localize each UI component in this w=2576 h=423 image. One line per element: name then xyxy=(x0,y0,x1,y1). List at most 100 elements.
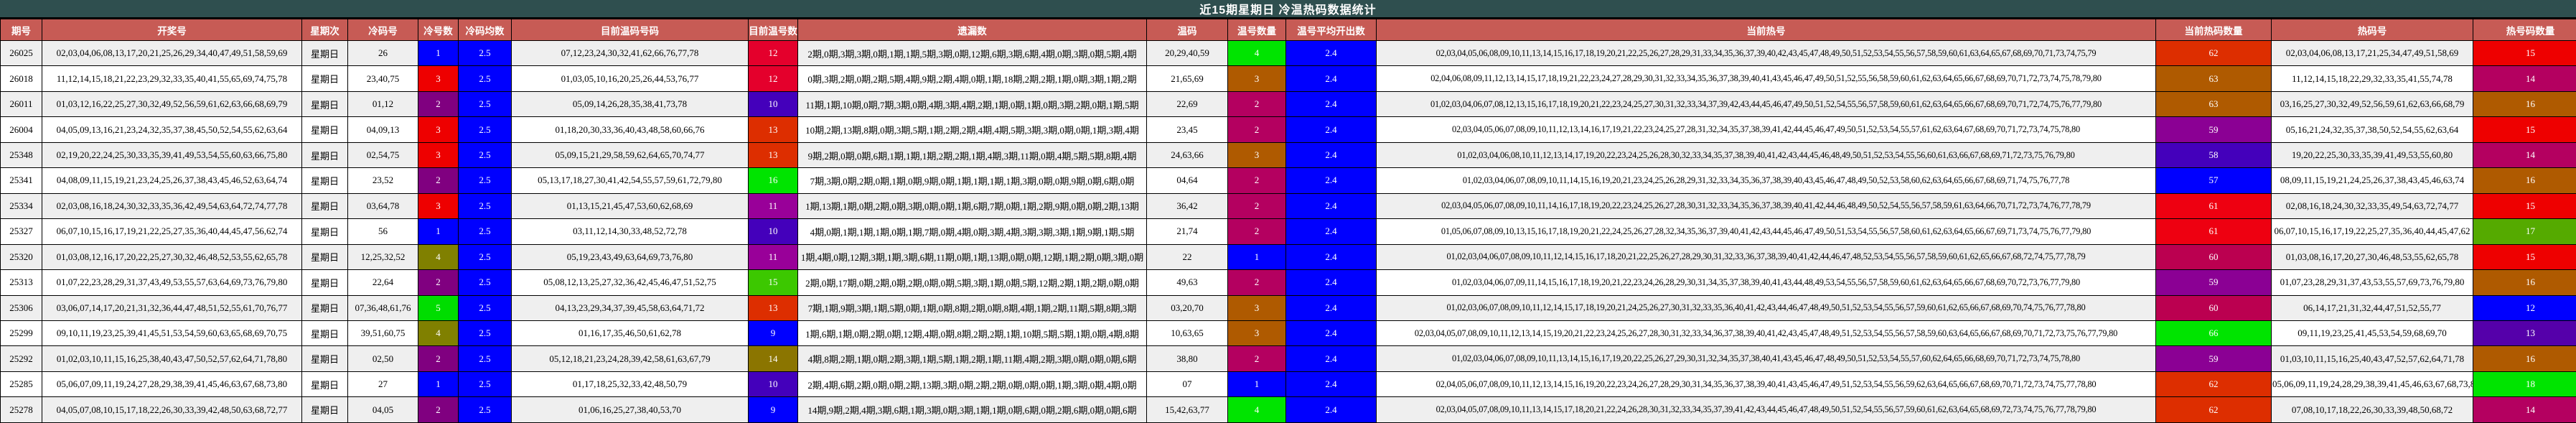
cell-warm_count: 2 xyxy=(1227,345,1286,372)
cell-hot_sel: 19,20,22,25,30,33,35,39,41,49,53,55,60,8… xyxy=(2271,141,2473,169)
cell-cold_count: 3 xyxy=(418,65,459,92)
cell-warm_avg: 2.4 xyxy=(1285,243,1377,271)
cell-weekday: 星期日 xyxy=(301,90,348,118)
cell-weekday: 星期日 xyxy=(301,294,348,321)
cell-hot_count: 57 xyxy=(2155,167,2272,194)
cell-misses: 1期,13期,1期,0期,2期,0期,3期,0期,0期,1期,6期,7期,0期,… xyxy=(797,192,1147,220)
table-row: 25334 02,03,08,16,18,24,30,32,33,35,36,42… xyxy=(0,192,2576,220)
cell-hot_sel: 06,07,10,15,16,17,19,22,25,27,35,36,40,4… xyxy=(2271,218,2473,245)
cell-cold_avg: 2.5 xyxy=(458,371,512,398)
cell-misses: 7期,1期,9期,3期,1期,5期,0期,1期,0期,8期,2期,0期,8期,4… xyxy=(797,294,1147,321)
col-header-issue: 期号 xyxy=(0,19,42,41)
cell-warm_cand: 01,16,17,35,46,50,61,62,78 xyxy=(511,320,749,347)
cell-warm_cand_count: 12 xyxy=(748,65,798,92)
cell-issue: 25299 xyxy=(0,320,42,347)
table-row: 26004 04,05,09,13,16,21,23,24,32,35,37,38… xyxy=(0,116,2576,143)
cell-warm_avg: 2.4 xyxy=(1285,141,1377,169)
cell-hot_nums: 02,03,04,05,07,08,09,10,11,12,13,14,15,1… xyxy=(1376,320,2156,347)
cell-warm_avg: 2.4 xyxy=(1285,39,1377,67)
table-header-row: 期号 开奖号 星期次 冷码号 冷号数 冷码均数 目前温码号码 目前温号数 遗漏数 温码 温号数量 温号… xyxy=(0,19,2576,41)
cell-weekday: 星期日 xyxy=(301,192,348,220)
cell-warm_nums: 23,45 xyxy=(1146,116,1228,143)
cell-warm_cand: 01,18,20,30,33,36,40,43,48,58,60,66,76 xyxy=(511,116,749,143)
cell-hot_nums: 01,05,06,07,08,09,10,13,15,16,17,18,19,2… xyxy=(1376,218,2156,245)
cell-warm_avg: 2.4 xyxy=(1285,320,1377,347)
col-header-weekday: 星期次 xyxy=(301,19,348,41)
cell-cold_count: 3 xyxy=(418,192,459,220)
cell-draw: 01,07,22,23,28,29,31,37,43,49,53,55,57,6… xyxy=(42,269,302,296)
cell-hot_sel_count: 16 xyxy=(2473,167,2576,194)
cell-weekday: 星期日 xyxy=(301,345,348,372)
cell-cold_nums: 04,05 xyxy=(347,396,418,423)
cell-cold_count: 1 xyxy=(418,218,459,245)
cell-warm_cand: 04,13,23,29,34,37,39,45,58,63,64,71,72 xyxy=(511,294,749,321)
cell-cold_avg: 2.5 xyxy=(458,192,512,220)
col-header-warm_avg: 温号平均开出数 xyxy=(1285,19,1377,41)
col-header-hot_nums: 当前热号 xyxy=(1376,19,2156,41)
cell-draw: 01,03,12,16,22,25,27,30,32,49,52,56,59,6… xyxy=(42,90,302,118)
cell-hot_sel_count: 14 xyxy=(2473,396,2576,423)
cell-issue: 25341 xyxy=(0,167,42,194)
cell-warm_cand_count: 10 xyxy=(748,371,798,398)
col-header-hot_sel_count: 热号码数量 xyxy=(2473,19,2576,41)
cell-warm_cand_count: 11 xyxy=(748,192,798,220)
cell-hot_sel: 07,08,10,17,18,22,26,30,33,39,48,50,68,7… xyxy=(2271,396,2473,423)
cell-hot_sel: 05,06,09,11,19,24,28,29,38,39,41,45,46,6… xyxy=(2271,371,2473,398)
cell-cold_avg: 2.5 xyxy=(458,167,512,194)
cell-hot_nums: 01,02,03,04,06,07,08,12,13,15,16,17,18,1… xyxy=(1376,90,2156,118)
cell-draw: 04,08,09,11,15,19,21,23,24,25,26,37,38,4… xyxy=(42,167,302,194)
table-row: 25292 01,02,03,10,11,15,16,25,38,40,43,47… xyxy=(0,345,2576,372)
cell-hot_sel_count: 16 xyxy=(2473,90,2576,118)
cell-hot_nums: 02,04,06,08,09,11,12,13,14,15,17,18,19,2… xyxy=(1376,65,2156,92)
cell-hot_sel_count: 14 xyxy=(2473,65,2576,92)
cell-weekday: 星期日 xyxy=(301,65,348,92)
cell-warm_count: 3 xyxy=(1227,320,1286,347)
cell-warm_avg: 2.4 xyxy=(1285,167,1377,194)
cell-hot_count: 60 xyxy=(2155,243,2272,271)
cell-misses: 4期,8期,2期,1期,0期,2期,3期,1期,5期,1期,2期,1期,11期,… xyxy=(797,345,1147,372)
cell-hot_count: 59 xyxy=(2155,269,2272,296)
cell-cold_avg: 2.5 xyxy=(458,218,512,245)
cell-misses: 14期,9期,2期,4期,3期,6期,1期,3期,0期,3期,1期,1期,0期,… xyxy=(797,396,1147,423)
cell-weekday: 星期日 xyxy=(301,269,348,296)
cell-misses: 11期,1期,10期,0期,7期,3期,0期,4期,3期,4期,2期,1期,0期… xyxy=(797,90,1147,118)
cell-misses: 10期,2期,13期,8期,0期,3期,5期,1期,2期,2期,4期,4期,5期… xyxy=(797,116,1147,143)
cell-hot_count: 66 xyxy=(2155,320,2272,347)
cell-hot_count: 60 xyxy=(2155,294,2272,321)
cell-warm_nums: 04,64 xyxy=(1146,167,1228,194)
cell-warm_nums: 38,80 xyxy=(1146,345,1228,372)
cell-hot_sel: 03,16,25,27,30,32,49,52,56,59,61,62,63,6… xyxy=(2271,90,2473,118)
col-header-hot_sel: 热码号 xyxy=(2271,19,2473,41)
cell-hot_count: 61 xyxy=(2155,218,2272,245)
cell-issue: 25292 xyxy=(0,345,42,372)
cell-hot_count: 61 xyxy=(2155,192,2272,220)
cell-cold_avg: 2.5 xyxy=(458,90,512,118)
cell-cold_nums: 27 xyxy=(347,371,418,398)
cell-issue: 25285 xyxy=(0,371,42,398)
cell-hot_nums: 02,04,05,06,07,08,09,10,11,12,13,14,15,1… xyxy=(1376,371,2156,398)
cell-hot_sel: 09,11,19,23,25,41,45,53,54,59,68,69,70 xyxy=(2271,320,2473,347)
cell-draw: 01,03,08,12,16,17,20,22,25,27,30,32,46,4… xyxy=(42,243,302,271)
cell-hot_count: 62 xyxy=(2155,371,2272,398)
cell-warm_nums: 10,63,65 xyxy=(1146,320,1228,347)
cell-warm_nums: 15,42,63,77 xyxy=(1146,396,1228,423)
table-row: 26025 02,03,04,06,08,13,17,20,21,25,26,29… xyxy=(0,39,2576,67)
cell-warm_cand_count: 13 xyxy=(748,116,798,143)
cell-hot_count: 58 xyxy=(2155,141,2272,169)
cell-hot_nums: 01,02,03,06,07,08,09,10,11,12,14,15,17,1… xyxy=(1376,294,2156,321)
cell-hot_sel_count: 15 xyxy=(2473,192,2576,220)
cell-hot_sel: 01,03,08,16,17,20,27,30,46,48,53,55,62,6… xyxy=(2271,243,2473,271)
cell-draw: 02,03,04,06,08,13,17,20,21,25,26,29,34,4… xyxy=(42,39,302,67)
cell-cold_nums: 01,12 xyxy=(347,90,418,118)
stats-table: 期号 开奖号 星期次 冷码号 冷号数 冷码均数 目前温码号码 目前温号数 遗漏数 温码 温号数量 温号… xyxy=(0,19,2576,423)
cell-misses: 1期,6期,1期,0期,2期,0期,12期,4期,0期,8期,2期,2期,1期,… xyxy=(797,320,1147,347)
cell-hot_sel: 01,07,23,28,29,31,37,43,53,55,57,69,73,7… xyxy=(2271,269,2473,296)
table-row: 25327 06,07,10,15,16,17,19,21,22,25,27,35… xyxy=(0,218,2576,245)
cell-cold_count: 2 xyxy=(418,167,459,194)
cell-warm_nums: 21,74 xyxy=(1146,218,1228,245)
cell-warm_cand_count: 13 xyxy=(748,141,798,169)
cell-warm_cand_count: 10 xyxy=(748,218,798,245)
cell-warm_avg: 2.4 xyxy=(1285,218,1377,245)
cell-draw: 04,05,09,13,16,21,23,24,32,35,37,38,45,5… xyxy=(42,116,302,143)
cell-warm_nums: 36,42 xyxy=(1146,192,1228,220)
